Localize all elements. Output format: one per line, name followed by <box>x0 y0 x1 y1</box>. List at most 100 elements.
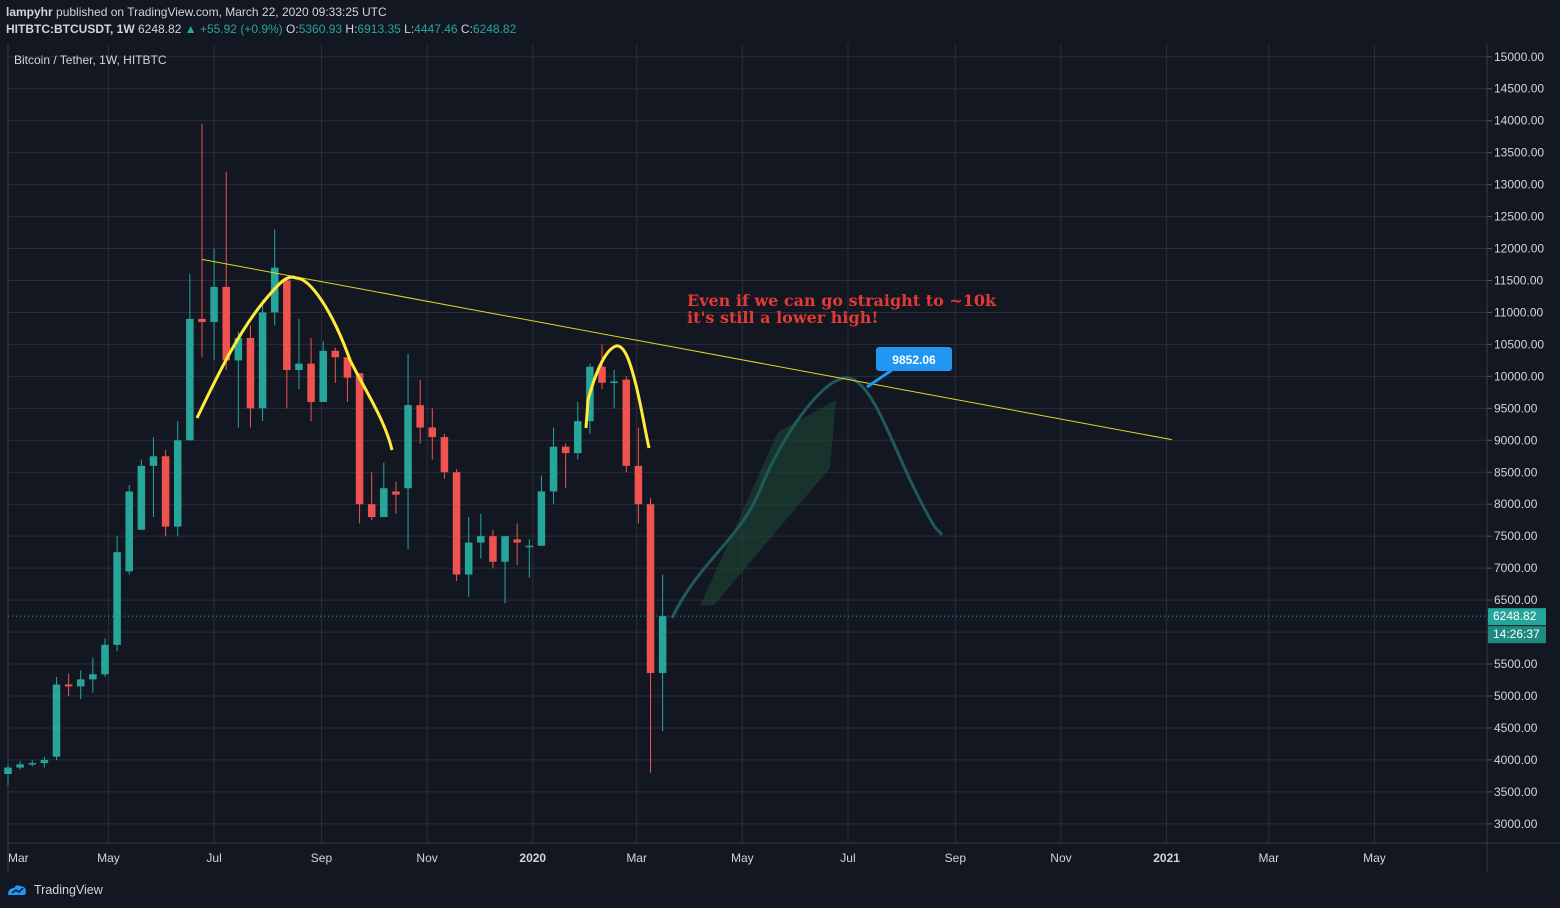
candle <box>76 670 85 700</box>
candle-body <box>428 427 437 438</box>
candle <box>186 274 194 441</box>
projection-arrow <box>700 400 836 606</box>
candle-body <box>549 446 558 492</box>
x-tick-label: Mar <box>1258 851 1279 865</box>
annotation-line-1: Even if we can go straight to ~10k <box>687 291 997 310</box>
candle-body <box>392 491 400 495</box>
candle-body <box>537 491 546 546</box>
candle-body <box>186 318 194 441</box>
candle-body <box>574 421 582 454</box>
candle-body <box>561 446 570 454</box>
candle <box>40 756 49 768</box>
candle <box>513 523 521 565</box>
y-tick-label: 13000.00 <box>1494 178 1544 192</box>
y-tick-label: 9000.00 <box>1494 433 1538 447</box>
high-value: 6913.35 <box>357 22 401 36</box>
close-label: C: <box>460 22 473 36</box>
candle <box>440 433 449 479</box>
open-label: O: <box>286 22 299 36</box>
candle <box>89 657 97 693</box>
candle-body <box>222 286 230 361</box>
candle-body <box>416 405 424 428</box>
candle <box>343 357 352 402</box>
candle-body <box>295 363 303 370</box>
y-tick-label: 10000.00 <box>1494 369 1544 383</box>
y-tick-label: 3500.00 <box>1494 785 1538 799</box>
countdown-label: 14:26:37 <box>1493 627 1540 641</box>
x-tick-label: 2021 <box>1153 851 1180 865</box>
candle <box>658 574 667 732</box>
chart-grid <box>8 44 1487 843</box>
candle <box>355 373 364 524</box>
candles <box>4 123 667 786</box>
x-tick-label: Sep <box>311 851 333 865</box>
candle-body <box>634 465 643 505</box>
candle <box>634 427 643 524</box>
candle-body <box>28 763 37 765</box>
annotation-text: Even if we can go straight to ~10k it's … <box>687 291 997 327</box>
ohlc-legend: HITBTC:BTCUSDT, 1W 6248.82 ▲ +55.92 (+0.… <box>6 22 516 36</box>
last-price-marker: 6248.82 14:26:37 <box>8 608 1546 644</box>
candle <box>307 338 315 422</box>
trendline[interactable] <box>201 258 1172 441</box>
candle-body <box>658 616 667 673</box>
projection-drawing <box>670 376 944 619</box>
candle <box>173 421 182 537</box>
footer-brand[interactable]: TradingView <box>6 880 103 900</box>
author-name[interactable]: lampyhr <box>6 5 53 19</box>
candle-body <box>380 488 388 518</box>
candle-body <box>161 456 170 527</box>
candle-body <box>598 366 606 383</box>
candle <box>149 437 158 518</box>
y-tick-label: 6500.00 <box>1494 593 1538 607</box>
price-callout[interactable]: 9852.06 <box>866 347 952 389</box>
candle <box>222 171 230 370</box>
x-tick-label: May <box>97 851 120 865</box>
candle-body <box>89 674 97 680</box>
candle-body <box>525 545 534 548</box>
candle <box>464 517 473 597</box>
y-tick-label: 9500.00 <box>1494 401 1538 415</box>
candle-body <box>367 504 376 518</box>
y-tick-label: 4500.00 <box>1494 721 1538 735</box>
candle <box>367 472 376 521</box>
candle <box>137 459 146 530</box>
candle <box>319 341 327 402</box>
candle <box>610 369 618 409</box>
candle <box>161 449 170 537</box>
candle-body <box>355 373 364 505</box>
candle-body <box>489 536 497 562</box>
candle-body <box>101 644 109 675</box>
last-price-tag <box>1488 608 1546 626</box>
candle-body <box>125 491 133 572</box>
candle <box>404 354 412 549</box>
candle <box>283 277 291 409</box>
candle-body <box>477 536 485 543</box>
y-tick-label: 5000.00 <box>1494 689 1538 703</box>
x-tick-label: Sep <box>945 851 967 865</box>
y-tick-label: 5500.00 <box>1494 657 1538 671</box>
candle-body <box>452 472 461 575</box>
candle <box>4 764 12 786</box>
candle <box>489 529 497 569</box>
tradingview-brand: TradingView <box>34 883 103 897</box>
candle <box>295 318 303 390</box>
candle <box>246 325 255 428</box>
close-value: 6248.82 <box>472 22 517 36</box>
candle-body <box>283 280 291 370</box>
candle <box>525 539 534 578</box>
candle <box>101 638 109 677</box>
y-tick-label: 10500.00 <box>1494 337 1544 351</box>
x-tick-label: 2020 <box>519 851 546 865</box>
y-tick-label: 11000.00 <box>1494 305 1543 319</box>
candle <box>392 481 400 514</box>
freehand-drawings <box>195 275 651 451</box>
candle-body <box>52 684 61 757</box>
candle-body <box>173 440 182 527</box>
candle <box>452 469 461 581</box>
candle-body <box>113 552 121 645</box>
callout-price-label: 9852.06 <box>892 353 936 367</box>
last-price-tag-label: 6248.82 <box>1493 609 1537 623</box>
candle-body <box>64 684 73 687</box>
